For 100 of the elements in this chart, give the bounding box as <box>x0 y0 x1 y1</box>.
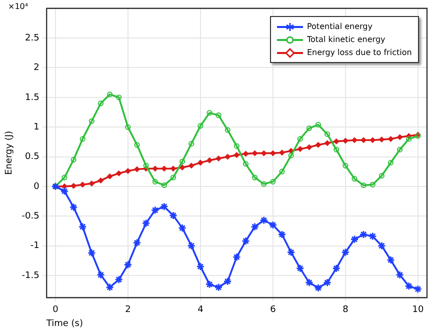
point <box>242 236 250 246</box>
legend-label: Energy loss due to friction <box>307 48 412 58</box>
point <box>152 178 158 184</box>
y-tick-label: 2.5 <box>25 33 40 44</box>
point <box>69 203 78 212</box>
point <box>223 277 232 286</box>
x-tick-label: 0 <box>52 305 59 316</box>
point <box>125 124 131 130</box>
point <box>60 186 69 196</box>
point <box>370 137 376 143</box>
point <box>206 158 212 164</box>
x-tick-label: 8 <box>342 305 349 316</box>
point <box>341 248 350 256</box>
point <box>324 131 330 138</box>
x-tick-label: 2 <box>125 305 131 316</box>
point <box>124 260 132 269</box>
point <box>232 252 241 262</box>
point <box>297 146 303 152</box>
point <box>216 156 222 162</box>
point <box>350 235 359 244</box>
point <box>161 182 167 188</box>
point <box>304 278 314 287</box>
point <box>268 220 278 230</box>
y-tick-label: -1 <box>30 241 40 252</box>
point <box>342 138 348 144</box>
point <box>250 222 260 231</box>
point <box>260 216 268 224</box>
point <box>386 256 395 264</box>
point <box>134 142 140 148</box>
point <box>378 136 384 142</box>
point <box>180 164 186 170</box>
point <box>88 180 94 186</box>
point <box>169 211 178 220</box>
point <box>142 219 150 228</box>
point <box>306 125 312 132</box>
point <box>98 100 104 106</box>
y-tick-label: 2 <box>34 63 40 74</box>
point <box>206 110 212 116</box>
legend-label: Total kinetic energy <box>307 35 386 44</box>
point <box>125 168 131 174</box>
point <box>98 178 104 184</box>
point <box>96 270 105 280</box>
point <box>62 184 68 190</box>
point <box>279 150 285 156</box>
point <box>160 202 168 211</box>
point <box>279 168 285 174</box>
point <box>116 170 122 176</box>
point <box>388 136 394 142</box>
point <box>205 280 214 289</box>
point <box>150 206 160 214</box>
point <box>252 174 258 180</box>
point <box>198 123 204 129</box>
point <box>224 127 230 133</box>
point <box>178 224 187 232</box>
point <box>368 232 377 240</box>
point <box>296 264 304 273</box>
point <box>286 248 296 256</box>
point <box>334 146 340 152</box>
point <box>70 183 76 189</box>
y-tick-label: 0.5 <box>25 152 40 162</box>
point <box>214 283 223 292</box>
point <box>388 160 394 166</box>
point <box>414 284 422 294</box>
point <box>261 181 267 187</box>
point <box>278 230 286 239</box>
point <box>314 284 322 292</box>
point <box>80 136 86 142</box>
point <box>359 230 368 239</box>
y-tick-label: -0.5 <box>22 211 40 222</box>
y-tick-label: 1.5 <box>25 92 40 103</box>
y-tick-label: -1.5 <box>22 270 40 281</box>
point <box>180 158 186 164</box>
text: ×10⁴ <box>8 2 28 11</box>
point <box>315 142 322 148</box>
point <box>396 270 404 280</box>
point <box>78 222 87 231</box>
point <box>352 137 358 143</box>
point <box>106 283 114 292</box>
point <box>188 162 194 168</box>
point <box>360 182 366 188</box>
point <box>132 238 142 248</box>
point <box>70 156 76 163</box>
point <box>152 166 158 172</box>
point <box>342 162 348 168</box>
point <box>187 242 196 250</box>
point <box>80 182 86 188</box>
point <box>404 282 414 290</box>
x-tick-label: 6 <box>270 305 276 316</box>
point <box>196 262 205 271</box>
point <box>234 152 240 158</box>
y-tick-label: 0 <box>34 182 40 192</box>
legend-label: Potential energy <box>307 22 372 32</box>
point <box>170 166 176 172</box>
point <box>107 174 113 180</box>
point <box>134 166 140 172</box>
point <box>107 92 113 98</box>
x-axis-title: Time (s) <box>45 318 83 329</box>
point <box>242 161 249 167</box>
point <box>323 278 332 287</box>
point <box>397 134 403 140</box>
